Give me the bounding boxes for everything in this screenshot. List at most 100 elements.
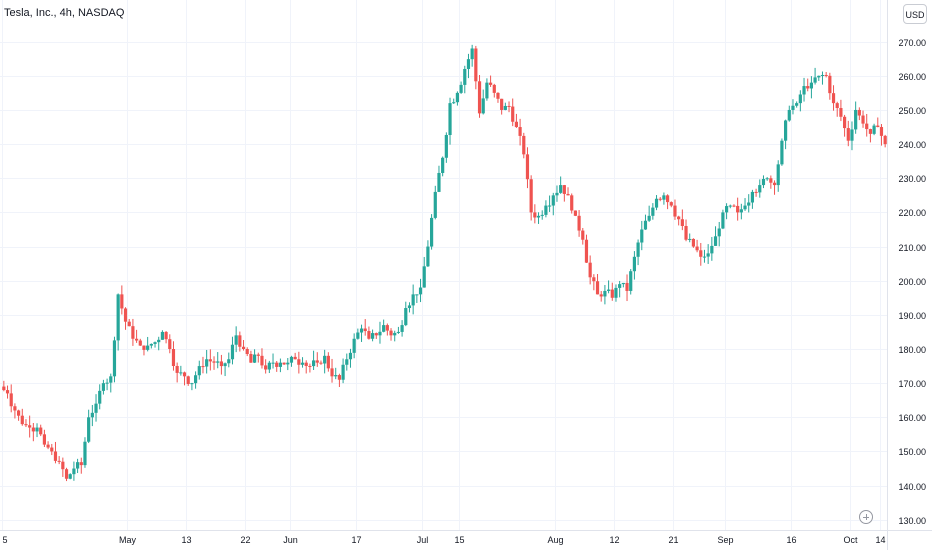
candle-body-down xyxy=(518,127,522,136)
candle-body-down xyxy=(695,246,699,251)
candle-body-down xyxy=(492,84,496,93)
candle-body-up xyxy=(647,215,651,221)
candle-body-down xyxy=(570,195,574,211)
candle-body-up xyxy=(441,157,445,173)
candle-body-down xyxy=(134,338,139,341)
candle-body-up xyxy=(278,362,283,367)
candle-body-up xyxy=(758,185,762,193)
y-tick-label: 240.00 xyxy=(898,140,926,150)
candle-body-up xyxy=(706,253,710,257)
candle-body-down xyxy=(500,98,504,110)
candle-body-up xyxy=(190,383,194,385)
candle-body-up xyxy=(157,339,161,343)
candle-body-up xyxy=(817,75,821,78)
y-tick-label: 210.00 xyxy=(898,243,926,253)
candle-body-up xyxy=(341,364,345,380)
candle-body-up xyxy=(411,294,415,306)
candle-body-up xyxy=(300,362,305,365)
candle-body-up xyxy=(606,289,611,291)
candle-body-up xyxy=(721,212,725,229)
candle-body-down xyxy=(577,215,581,231)
candle-body-up xyxy=(382,325,386,332)
candle-body-down xyxy=(168,339,172,350)
candle-body-up xyxy=(783,120,788,141)
candle-body-down xyxy=(876,125,880,128)
candle-body-up xyxy=(651,207,655,216)
candle-body-up xyxy=(149,343,153,346)
candle-body-down xyxy=(732,205,736,207)
candle-body-down xyxy=(828,75,832,94)
candle-body-down xyxy=(308,365,312,367)
candle-body-down xyxy=(330,368,334,377)
candle-body-down xyxy=(367,331,371,339)
candle-body-up xyxy=(643,220,648,230)
candle-body-down xyxy=(57,460,61,462)
candle-body-up xyxy=(809,82,814,89)
candle-body-down xyxy=(857,109,861,116)
candle-body-up xyxy=(654,198,659,208)
x-tick-label: 17 xyxy=(351,535,361,545)
x-tick-label: Sep xyxy=(717,535,733,545)
candle-body-down xyxy=(31,427,35,432)
candle-body-down xyxy=(588,262,592,278)
candle-body-down xyxy=(625,282,629,291)
candle-body-down xyxy=(212,361,216,363)
candle-body-up xyxy=(75,462,80,469)
candle-body-down xyxy=(20,415,24,425)
candle-body-down xyxy=(241,346,246,350)
candle-body-down xyxy=(883,135,887,145)
x-tick-label: Jul xyxy=(417,535,429,545)
candle-body-up xyxy=(400,325,404,332)
y-tick-label: 150.00 xyxy=(898,447,926,457)
x-tick-label: 14 xyxy=(875,535,885,545)
candle-body-down xyxy=(39,427,43,435)
candle-body-up xyxy=(713,236,718,246)
candle-body-up xyxy=(551,195,555,206)
candle-body-up xyxy=(271,362,275,364)
candle-body-up xyxy=(193,375,198,384)
candle-body-up xyxy=(536,215,541,218)
candle-body-up xyxy=(422,266,426,288)
x-tick-label: 21 xyxy=(668,535,678,545)
candle-body-down xyxy=(315,360,319,363)
candle-body-down xyxy=(9,393,13,407)
candle-body-up xyxy=(404,308,408,326)
candle-body-down xyxy=(842,116,847,129)
scroll-to-realtime-icon[interactable] xyxy=(859,510,873,524)
candle-body-down xyxy=(304,362,308,366)
candle-body-up xyxy=(850,129,854,141)
x-tick-label: 12 xyxy=(609,535,619,545)
candle-body-up xyxy=(872,125,876,134)
x-tick-label: Jun xyxy=(283,535,298,545)
x-tick-label: 13 xyxy=(181,535,191,545)
candle-body-down xyxy=(385,325,389,331)
candle-body-up xyxy=(503,105,507,110)
candle-body-down xyxy=(238,335,242,347)
candle-body-up xyxy=(437,172,441,192)
candle-body-down xyxy=(477,81,482,114)
candle-body-up xyxy=(311,360,316,367)
candle-body-up xyxy=(116,294,120,341)
candle-body-up xyxy=(101,383,106,391)
price-axis: 130.00 140.00 150.00 160.00 170.00 180.00 190.… xyxy=(887,0,926,550)
y-tick-label: 220.00 xyxy=(898,208,926,218)
candle-body-down xyxy=(868,129,873,134)
candle-body-down xyxy=(610,289,614,298)
candle-body-down xyxy=(595,281,600,295)
candle-body-down xyxy=(581,230,585,240)
y-tick-label: 170.00 xyxy=(898,379,926,389)
candle-body-up xyxy=(547,205,552,207)
candle-body-down xyxy=(599,294,603,297)
candle-body-up xyxy=(614,287,618,298)
y-tick-label: 200.00 xyxy=(898,277,926,287)
candle-body-up xyxy=(739,209,743,213)
candle-body-down xyxy=(573,210,578,216)
candle-body-up xyxy=(702,256,707,258)
time-axis: 5 May 13 22 Jun 17 Jul 15 Aug 12 21 Sep 16 Oct 14 xyxy=(0,530,932,545)
candle-body-up xyxy=(407,305,412,309)
candle-body-down xyxy=(691,238,696,247)
candle-body-up xyxy=(743,205,747,210)
candle-body-up xyxy=(791,105,795,110)
currency-button[interactable]: USD xyxy=(903,4,927,24)
